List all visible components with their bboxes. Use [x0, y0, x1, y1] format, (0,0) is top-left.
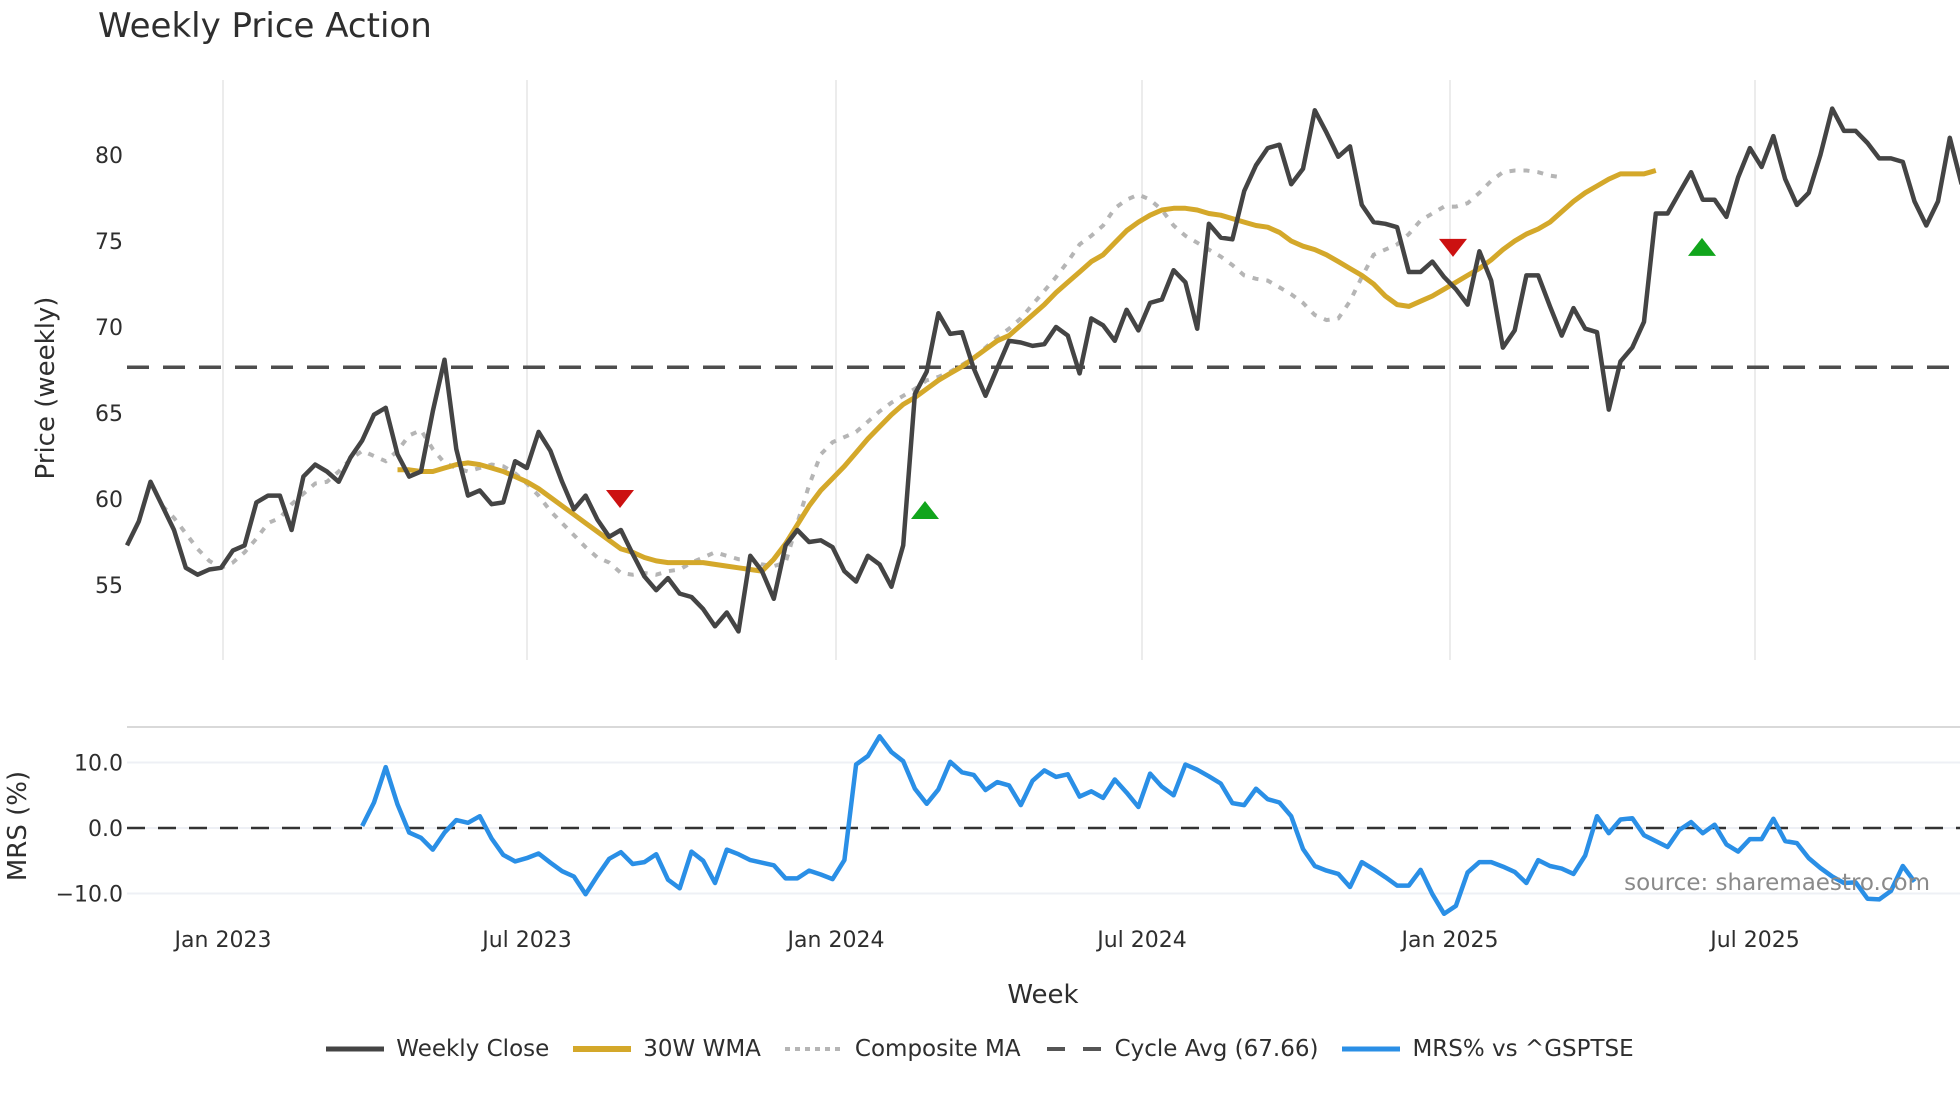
- x-tick-label: Jul 2023: [480, 928, 572, 953]
- legend-label: MRS% vs ^GSPTSE: [1412, 1036, 1634, 1062]
- legend-item-weekly-close[interactable]: Weekly Close: [326, 1036, 549, 1062]
- dashed-line-swatch-icon: [1045, 1042, 1103, 1056]
- mrs-tick-label: −10.0: [56, 883, 123, 908]
- mrs-tick-label: 0.0: [88, 817, 123, 842]
- price-tick-label: 55: [95, 574, 123, 599]
- price-tick-label: 70: [95, 316, 123, 341]
- chart-canvas: 55 60 65 70 75 80 −10.0 0.0 10.0 Jan 2023 Jul 20…: [3, 80, 1960, 1010]
- legend-item-composite-ma[interactable]: Composite MA: [784, 1036, 1021, 1062]
- buy-signal-marker-icon: [1688, 237, 1716, 256]
- price-y-axis-title: Price (weekly): [31, 297, 61, 480]
- price-y-axis-ticks: 55 60 65 70 75 80: [95, 144, 123, 599]
- price-tick-label: 75: [95, 230, 123, 255]
- legend-label: Cycle Avg (67.66): [1114, 1036, 1319, 1062]
- buy-signal-marker-icon: [911, 501, 939, 520]
- mrs-y-axis-ticks: −10.0 0.0 10.0: [56, 752, 123, 908]
- solid-line-swatch-icon: [573, 1042, 632, 1056]
- price-tick-label: 80: [95, 144, 123, 169]
- signal-markers: [606, 237, 1716, 520]
- wma-30w-line: [397, 168, 1657, 574]
- vertical-gridlines: [222, 80, 1756, 660]
- x-tick-label: Jan 2024: [786, 928, 885, 953]
- price-tick-label: 60: [95, 488, 123, 513]
- source-watermark: source: sharemaestro.com: [1624, 870, 1930, 896]
- legend-label: 30W WMA: [643, 1036, 761, 1062]
- x-tick-label: Jan 2025: [1400, 928, 1499, 953]
- x-tick-label: Jul 2024: [1095, 928, 1187, 953]
- legend-item-cycle-avg[interactable]: Cycle Avg (67.66): [1045, 1036, 1319, 1062]
- x-axis-title: Week: [1007, 980, 1078, 1010]
- dotted-line-swatch-icon: [784, 1042, 843, 1056]
- x-tick-label: Jul 2025: [1708, 928, 1800, 953]
- chart-title: Weekly Price Action: [98, 6, 432, 46]
- mrs-y-axis-title: MRS (%): [3, 771, 33, 881]
- legend-label: Composite MA: [854, 1036, 1021, 1062]
- mrs-line: [360, 734, 1917, 917]
- solid-line-swatch-icon: [326, 1042, 385, 1056]
- composite-ma-line: [160, 168, 1563, 577]
- legend-item-30w-wma[interactable]: 30W WMA: [573, 1036, 761, 1062]
- mrs-tick-label: 10.0: [74, 752, 123, 777]
- sell-signal-marker-icon: [606, 490, 634, 508]
- x-tick-label: Jan 2023: [173, 928, 272, 953]
- weekly-close-line: [124, 106, 1960, 634]
- price-tick-label: 65: [95, 402, 123, 427]
- legend-label: Weekly Close: [396, 1036, 550, 1062]
- legend-item-mrs[interactable]: MRS% vs ^GSPTSE: [1342, 1036, 1634, 1062]
- x-axis-ticks: Jan 2023 Jul 2023 Jan 2024 Jul 2024 Jan 2025…: [173, 928, 1800, 953]
- chart-legend: Weekly Close 30W WMA Composite MA Cycle …: [0, 1036, 1960, 1062]
- solid-line-swatch-icon: [1342, 1042, 1401, 1056]
- sell-signal-marker-icon: [1439, 238, 1467, 257]
